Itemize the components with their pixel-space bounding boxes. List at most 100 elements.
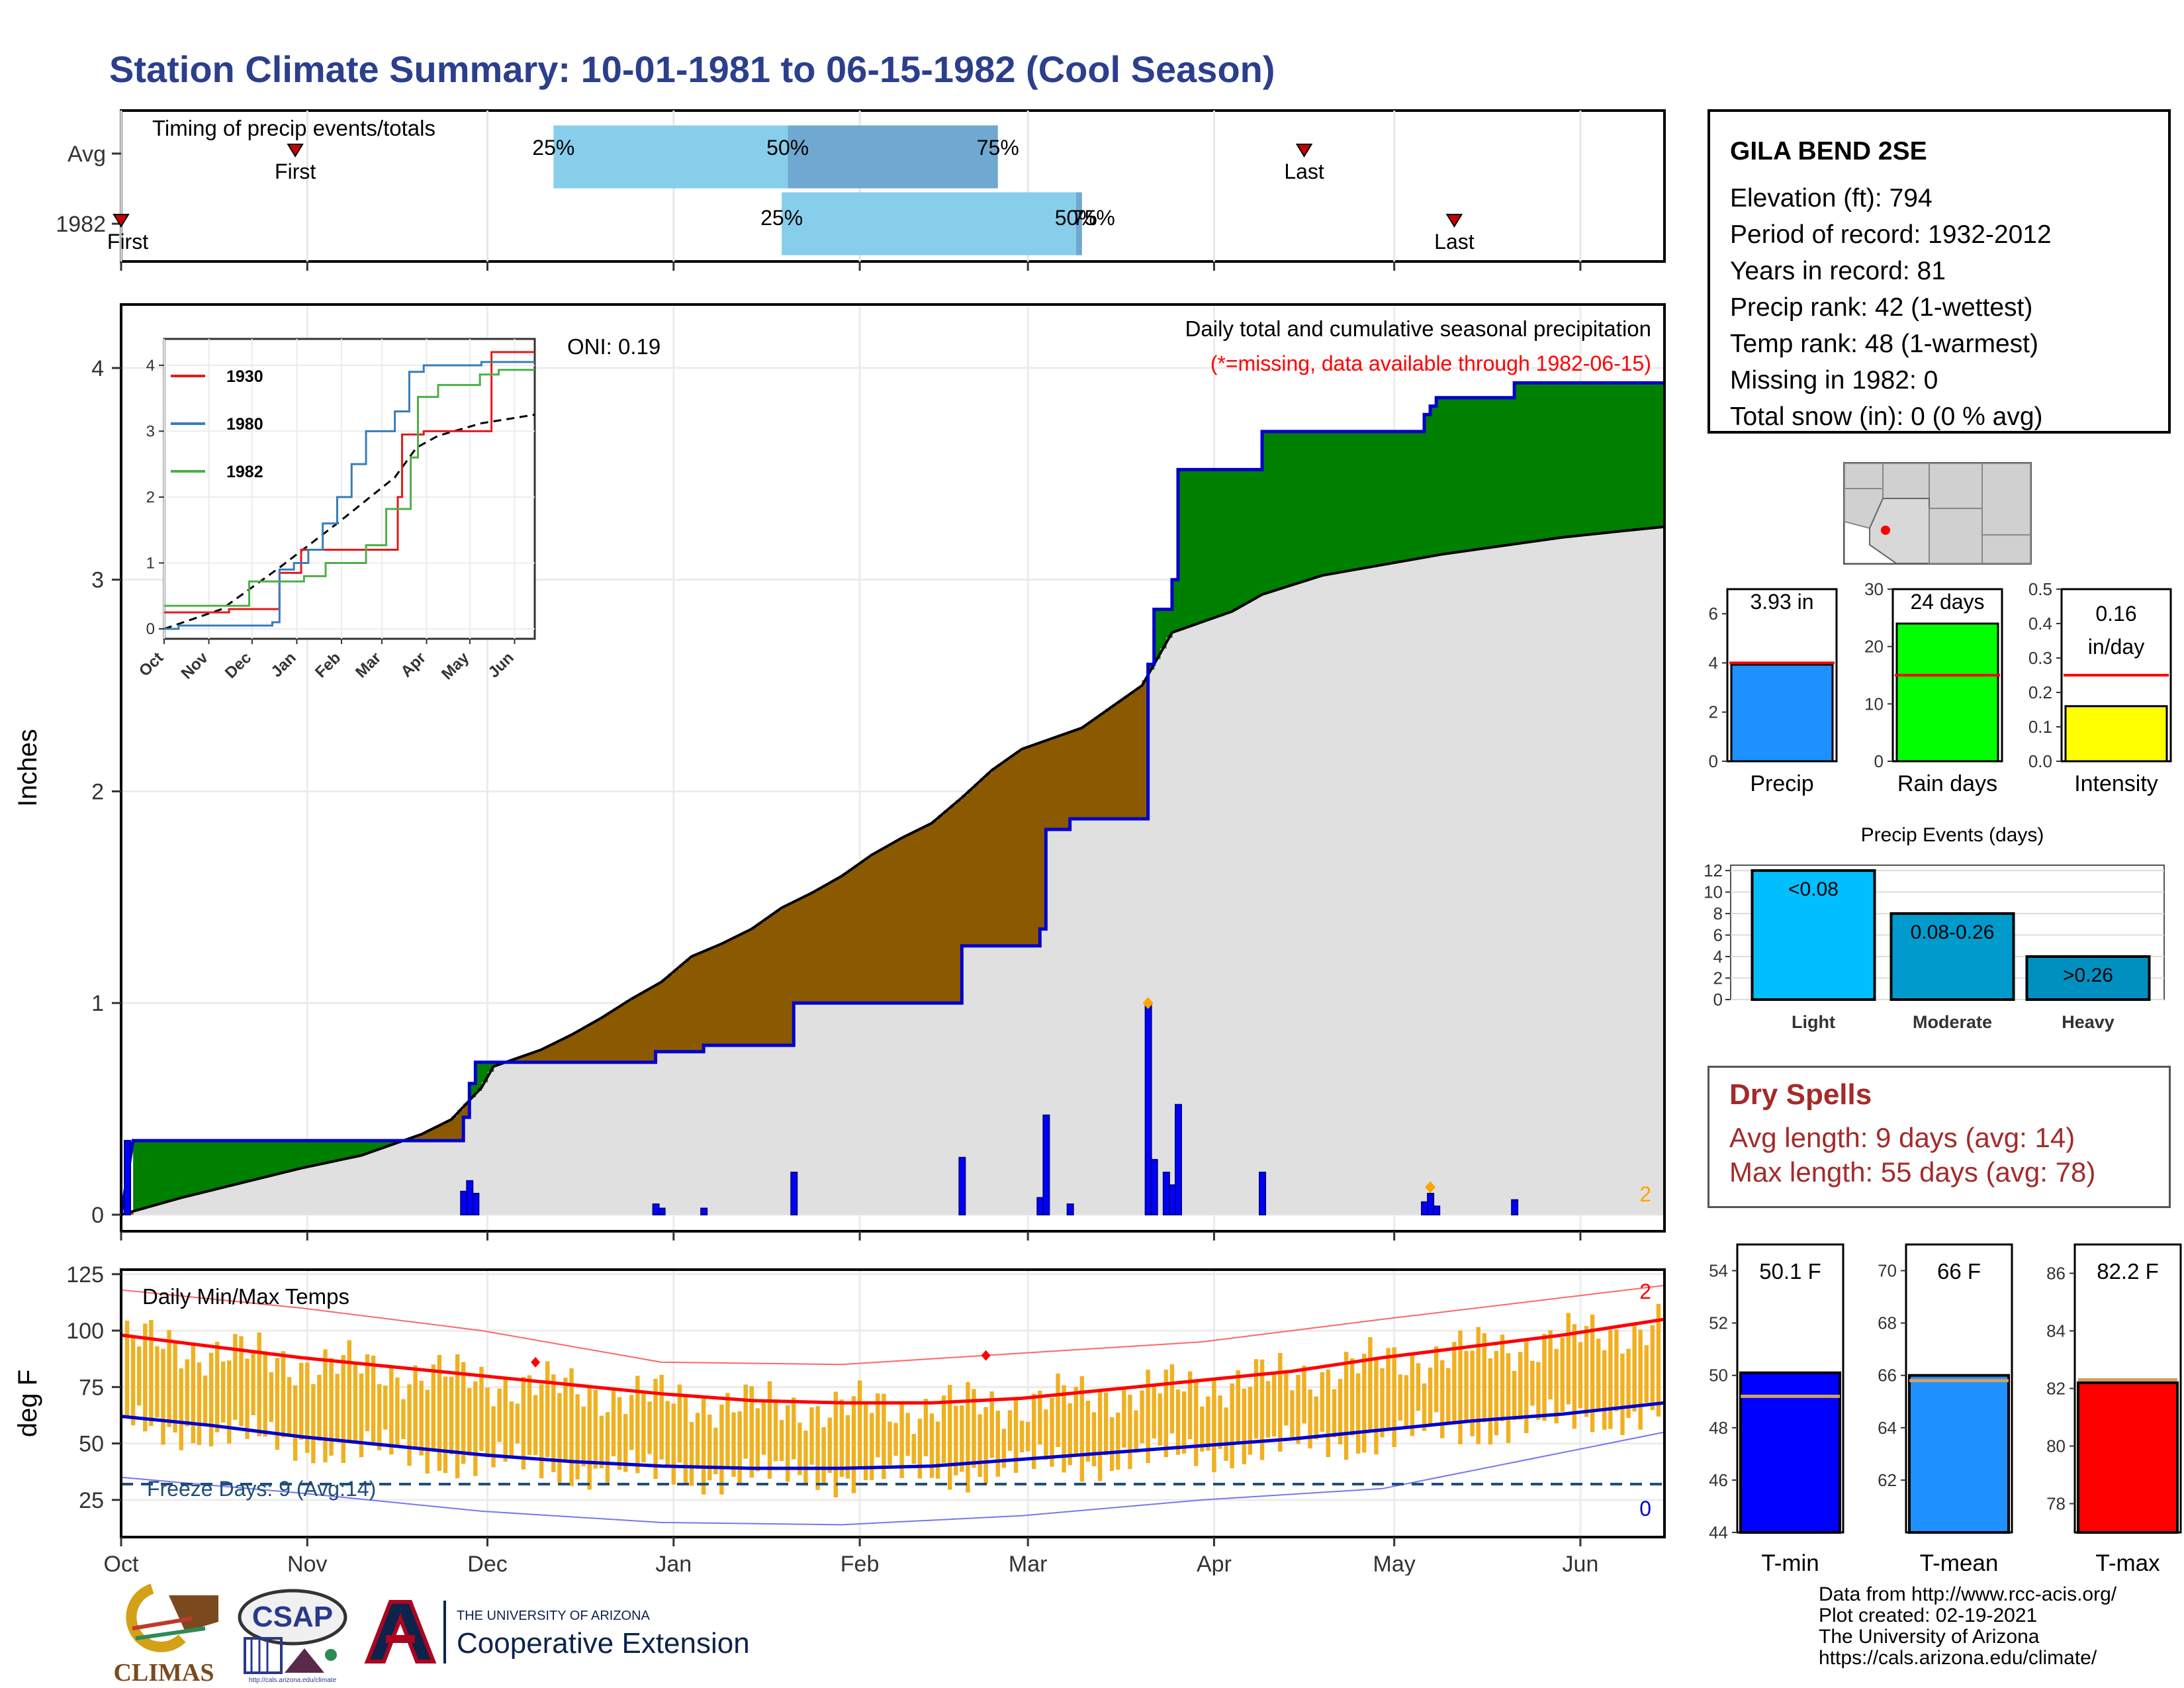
summary-ytick-label: 2 — [1709, 702, 1718, 722]
summary-label-Rain days: Rain days — [1897, 771, 1997, 796]
precip-daily-bar — [1150, 1158, 1158, 1216]
temp-summary-ytick-label: 46 — [1709, 1470, 1728, 1490]
inset-ytick-label: 1 — [146, 554, 155, 572]
temp-summary-ytick-label: 84 — [2046, 1321, 2066, 1341]
timing-last-label-Avg: Last — [1284, 160, 1324, 183]
temp-summary-value-T-max: 82.2 F — [2097, 1259, 2159, 1284]
summary-ytick-label: 4 — [1709, 653, 1718, 673]
precip-daily-bar — [658, 1207, 666, 1216]
timing-q50-75-1982 — [1075, 192, 1082, 256]
csap-logo-text: CSAP — [252, 1601, 333, 1633]
precip-daily-bar — [472, 1193, 480, 1216]
station-temp-rank: Temp rank: 48 (1-warmest) — [1730, 330, 2038, 358]
csap-logo-url: http://cals.arizona.edu/climate — [249, 1677, 337, 1684]
temp-ytick-label: 100 — [66, 1319, 104, 1344]
inset-avg-line — [163, 413, 535, 630]
inset-ytick-label: 2 — [146, 489, 155, 506]
precip-ylabel: Inches — [13, 729, 42, 807]
precip-daily-bar — [1168, 1184, 1176, 1215]
precip-events-bar-label: >0.26 — [2063, 964, 2113, 986]
summary-ytick-label: 0 — [1874, 751, 1884, 771]
timing-first-marker-Avg — [287, 144, 304, 158]
summary-ytick-label: 30 — [1864, 579, 1884, 599]
timing-first-label-1982: First — [107, 230, 148, 254]
timing-last-marker-Avg — [1295, 144, 1313, 158]
inset-ytick-label: 0 — [146, 620, 155, 638]
temp-summary-ytick-label: 82 — [2046, 1379, 2066, 1399]
temp-summary-ytick-label: 78 — [2046, 1494, 2066, 1514]
timing-q25-50-1982 — [782, 192, 1076, 256]
precip-panel-title: Daily total and cumulative seasonal prec… — [1185, 316, 1651, 341]
precip-events-bar-Light — [1751, 869, 1876, 1002]
temp-avg-min-line — [120, 1401, 1665, 1470]
oni-label: ONI: 0.19 — [567, 334, 660, 359]
footer-credits: Data from http://www.rcc-acis.org/ Plot … — [1819, 1584, 2116, 1669]
summary-ytick-label: 0 — [1709, 751, 1718, 771]
freeze-days-label: Freeze Days: 9 (Avg:14) — [147, 1477, 376, 1501]
precip-ytick-label: 3 — [91, 568, 104, 593]
inset-legend-label-1930: 1930 — [226, 367, 263, 386]
month-label-Apr: Apr — [1197, 1552, 1232, 1575]
dry-spells-max: Max length: 55 days (avg: 78) — [1729, 1156, 2096, 1188]
temp-summary-label-T-max: T-max — [2095, 1550, 2160, 1576]
precip-frame — [120, 303, 1666, 1233]
temp-summary-ytick-label: 80 — [2046, 1436, 2066, 1456]
summary-ytick-label: 0.0 — [2028, 751, 2052, 771]
precip-events-title: Precip Events (days) — [1861, 824, 2044, 846]
station-years: Years in record: 81 — [1730, 257, 1946, 285]
summary-ytick-label: 20 — [1864, 637, 1884, 657]
inset-ytick-label: 3 — [146, 422, 155, 440]
temp-ytick-label: 75 — [79, 1375, 104, 1400]
precip-ytick-label: 4 — [91, 356, 104, 381]
footer-university: The University of Arizona — [1819, 1626, 2040, 1648]
temp-summary-bars: 44 46 48 50 52 54 50.1 F T-min 62 64 66 68 70 66 F T-m… — [1709, 1243, 2182, 1576]
precip-events-bar-label: 0.08-0.26 — [1911, 921, 1995, 943]
precip-daily-bar — [460, 1190, 468, 1215]
dry-spells-box: Dry Spells Avg length: 9 days (avg: 14) … — [1707, 1066, 2171, 1208]
temp-frame — [120, 1268, 1666, 1538]
timing-q50-75-Avg — [788, 125, 998, 189]
summary-ytick-label: 0.2 — [2028, 682, 2052, 702]
timing-row-1982: 1982 — [56, 212, 106, 237]
dry-spells-avg: Avg length: 9 days (avg: 14) — [1729, 1122, 2075, 1153]
temp-summary-value-T-min: 50.1 F — [1759, 1259, 1821, 1284]
temp-summary-label-T-min: T-min — [1761, 1550, 1819, 1576]
summary-value-Precip: 3.93 in — [1750, 590, 1813, 614]
precip-daily-bar — [1259, 1172, 1267, 1215]
precip-events-bar-Heavy — [2025, 955, 2151, 1001]
summary-bar-Precip — [1730, 663, 1834, 763]
station-info-box: GILA BEND 2SE Elevation (ft): 794 Period… — [1707, 109, 2171, 434]
temp-ylabel: deg F — [13, 1370, 42, 1437]
temp-summary-bar-T-mean — [1908, 1374, 2010, 1534]
timing-q75-label-1982: 75% — [1073, 206, 1115, 230]
precip-ytick-label: 2 — [91, 779, 104, 804]
timing-first-marker-1982 — [113, 214, 130, 228]
precip-daily-bar — [958, 1156, 966, 1216]
timing-q25-50-Avg — [553, 125, 788, 189]
temp-summary-ytick-label: 48 — [1709, 1418, 1728, 1438]
precip-panel: 0 1 2 3 4 Inches Daily total and cumulative se… — [13, 303, 1666, 1241]
precip-events-category: Light — [1792, 1012, 1835, 1032]
temp-summary-ytick-label: 64 — [1878, 1418, 1897, 1438]
precip-events-bar-Moderate — [1889, 912, 2015, 1001]
month-label-Oct: Oct — [104, 1552, 139, 1575]
temp-summary-bar-T-min — [1739, 1371, 1841, 1534]
ua-logo-big: Cooperative Extension — [457, 1627, 750, 1660]
summary-label-Precip: Precip — [1750, 771, 1813, 796]
station-elevation: Elevation (ft): 794 — [1730, 184, 1933, 212]
precip-daily-bar — [1433, 1205, 1441, 1216]
precip-events-category: Heavy — [2062, 1012, 2115, 1032]
temp-panel-title: Daily Min/Max Temps — [142, 1284, 349, 1309]
month-label-May: May — [1373, 1552, 1416, 1575]
summary-ytick-label: 0.4 — [2028, 614, 2052, 633]
timing-last-label-1982: Last — [1434, 230, 1475, 254]
summary-bar-Intensity — [2064, 705, 2168, 763]
precip-daily-bar — [700, 1207, 708, 1216]
precip-cumulative-line — [119, 381, 1664, 1215]
climas-logo: CLIMAS — [106, 1582, 222, 1687]
precip-daily-bar — [1511, 1199, 1519, 1216]
temp-summary-ytick-label: 54 — [1709, 1261, 1728, 1281]
precip-daily-bar — [1036, 1197, 1044, 1215]
inset-legend-label-1980: 1980 — [226, 415, 263, 434]
